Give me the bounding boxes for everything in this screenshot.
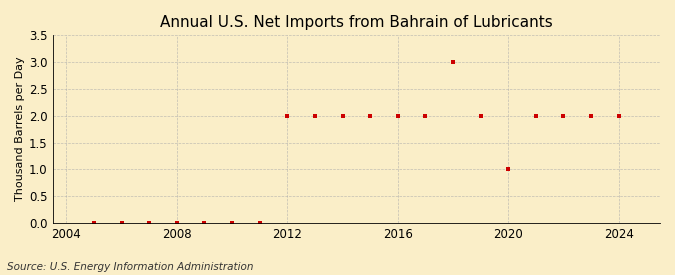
Title: Annual U.S. Net Imports from Bahrain of Lubricants: Annual U.S. Net Imports from Bahrain of …: [160, 15, 553, 30]
Text: Source: U.S. Energy Information Administration: Source: U.S. Energy Information Administ…: [7, 262, 253, 272]
Y-axis label: Thousand Barrels per Day: Thousand Barrels per Day: [15, 57, 25, 201]
